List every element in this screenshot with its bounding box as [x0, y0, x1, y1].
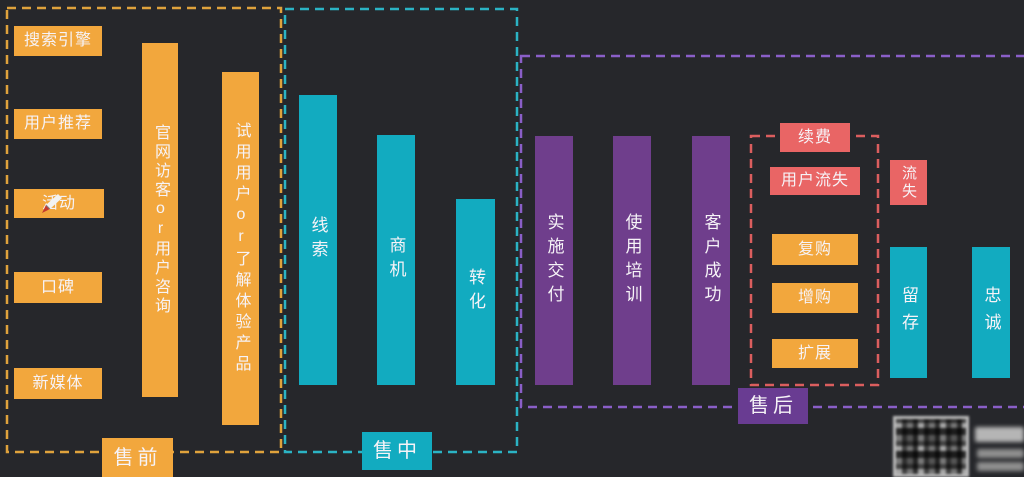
implementation-delivery-bar: 实施交付: [535, 136, 573, 385]
leads-bar: 线索: [299, 95, 337, 385]
leads-bar-label: 线索: [308, 216, 328, 264]
channel-new-media: 新媒体: [14, 368, 102, 399]
customer-success-label: 客户成功: [701, 212, 721, 309]
churn-tag: 流失: [890, 160, 927, 205]
retention-bar: 留存: [890, 247, 927, 378]
midsales-stage-label: 售中: [362, 432, 432, 470]
usage-training-bar: 使用培训: [613, 136, 651, 385]
customer-success-bar: 客户成功: [692, 136, 730, 385]
expansion-tag: 扩展: [772, 339, 858, 368]
opportunity-bar-label: 商机: [386, 236, 406, 284]
conversion-bar-label: 转化: [466, 268, 485, 316]
renewal-tag: 续费: [780, 123, 850, 152]
channel-search-engine: 搜索引擎: [14, 26, 102, 56]
presales-stage-label: 售前: [102, 438, 173, 477]
churn-tag-label: 流失: [900, 164, 917, 201]
channel-user-referral: 用户推荐: [14, 109, 102, 139]
pointer-pen-icon: [42, 194, 62, 213]
watermark-text-smudge: [975, 427, 1024, 442]
channel-word-of-mouth: 口碑: [14, 272, 102, 303]
conversion-bar: 转化: [456, 199, 495, 385]
website-visitor-bar: 官网访客or用户咨询: [142, 43, 178, 397]
trial-user-bar-label: 试用用户or了解体验产品: [232, 121, 250, 376]
usage-training-label: 使用培训: [622, 212, 642, 309]
watermark-qr-code: [893, 416, 969, 477]
website-visitor-bar-label: 官网访客or用户咨询: [152, 124, 169, 316]
watermark-text-smudge: [977, 449, 1024, 458]
user-churn-tag: 用户流失: [770, 167, 860, 195]
repurchase-tag: 复购: [772, 234, 858, 265]
aftersales-stage-label: 售后: [738, 388, 808, 424]
opportunity-bar: 商机: [377, 135, 415, 385]
channel-campaign: 活动: [14, 189, 104, 218]
loyalty-bar-label: 忠诚: [981, 285, 1001, 340]
midsales-boundary: [283, 7, 519, 454]
retention-bar-label: 留存: [899, 285, 918, 340]
upsell-tag: 增购: [772, 283, 858, 313]
trial-user-bar: 试用用户or了解体验产品: [222, 72, 259, 425]
implementation-delivery-label: 实施交付: [544, 212, 564, 309]
loyalty-bar: 忠诚: [972, 247, 1010, 378]
watermark-text-smudge: [977, 462, 1024, 471]
